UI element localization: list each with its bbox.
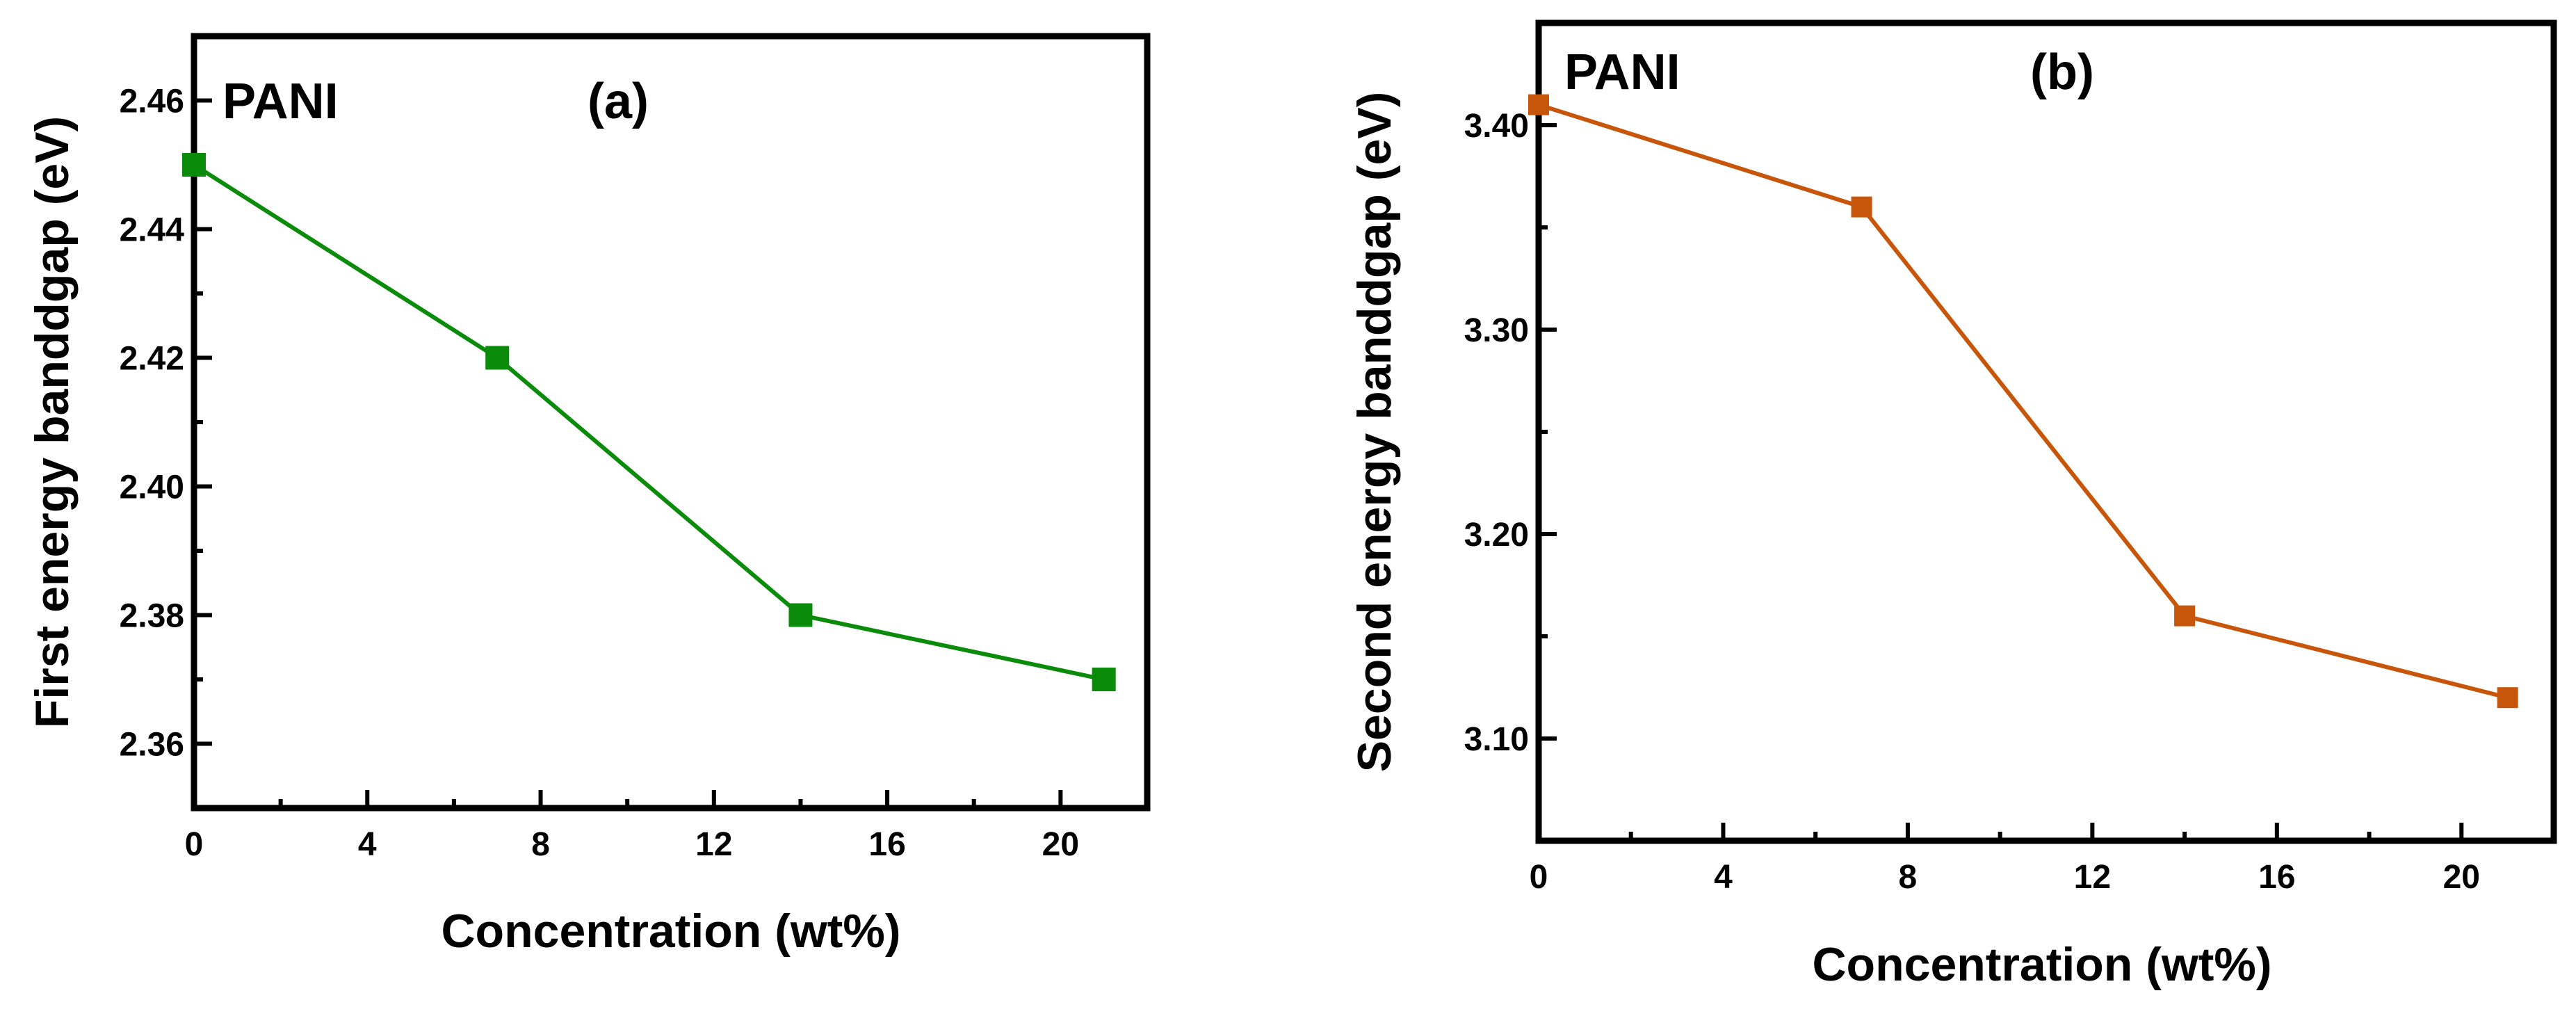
y-tick-label-b: 3.20 (1464, 517, 1529, 554)
panel-a: 0 4 8 12 16 20 2.36 2.38 2.40 2.42 2.44 2.46 PANI (… (26, 33, 1151, 958)
y-tick-label-b: 3.10 (1464, 721, 1529, 758)
x-tick-label-a: 20 (1042, 826, 1079, 863)
data-point-b (2497, 687, 2518, 709)
y-tick-label-a: 2.46 (120, 83, 184, 120)
x-tick-label-b: 12 (2074, 859, 2111, 896)
annotation-a: PANI (222, 74, 339, 129)
x-tick-label-a: 8 (531, 826, 550, 863)
x-tick-label-b: 8 (1899, 859, 1918, 896)
x-axis-label-b: Concentration (wt%) (1812, 938, 2271, 991)
panel-label-b: (b) (2030, 45, 2094, 100)
annotation-b: PANI (1564, 45, 1680, 100)
data-point-a (788, 603, 813, 627)
data-point-b (1851, 196, 1872, 218)
y-tick-label-a: 2.44 (120, 212, 185, 249)
data-point-a (1092, 668, 1116, 691)
x-tick-label-a: 16 (868, 826, 905, 863)
x-tick-label-b: 4 (1714, 859, 1733, 896)
series-line-b (1538, 102, 2509, 700)
panel-b: 0 4 8 12 16 20 3.10 3.20 3.30 3.40 PANI (b) Conce… (1348, 19, 2557, 991)
x-tick-label-a: 0 (185, 826, 204, 863)
y-tick-label-b: 3.30 (1464, 312, 1529, 349)
series-line-a (193, 163, 1105, 682)
y-tick-label-a: 2.42 (120, 341, 184, 378)
data-point-a (485, 346, 510, 370)
y-axis-label-a: First energy banddgap (eV) (26, 116, 79, 728)
marks-a: 0 4 8 12 16 20 2.36 2.38 2.40 2.42 2.44 2.46 (120, 34, 1116, 863)
x-tick-label-b: 20 (2443, 859, 2480, 896)
plot-frame-b (1535, 19, 2557, 844)
x-tick-label-a: 4 (358, 826, 377, 863)
x-tick-label-b: 16 (2258, 859, 2295, 896)
y-tick-label-a: 2.40 (120, 469, 184, 506)
x-axis-label-a: Concentration (wt%) (441, 905, 900, 958)
data-point-a (182, 153, 206, 177)
marks-b: 0 4 8 12 16 20 3.10 3.20 3.30 3.40 (1464, 94, 2518, 896)
panel-label-a: (a) (588, 74, 649, 129)
y-tick-label-a: 2.36 (120, 727, 184, 764)
plot-frame-a (191, 33, 1151, 812)
y-tick-label-a: 2.38 (120, 598, 184, 635)
x-tick-label-a: 12 (695, 826, 732, 863)
y-tick-label-b: 3.40 (1464, 108, 1529, 145)
x-tick-label-b: 0 (1530, 859, 1548, 896)
data-point-b (2174, 605, 2196, 627)
y-axis-label-b: Second energy banddgap (eV) (1348, 92, 1401, 773)
data-point-b (1528, 94, 1549, 115)
